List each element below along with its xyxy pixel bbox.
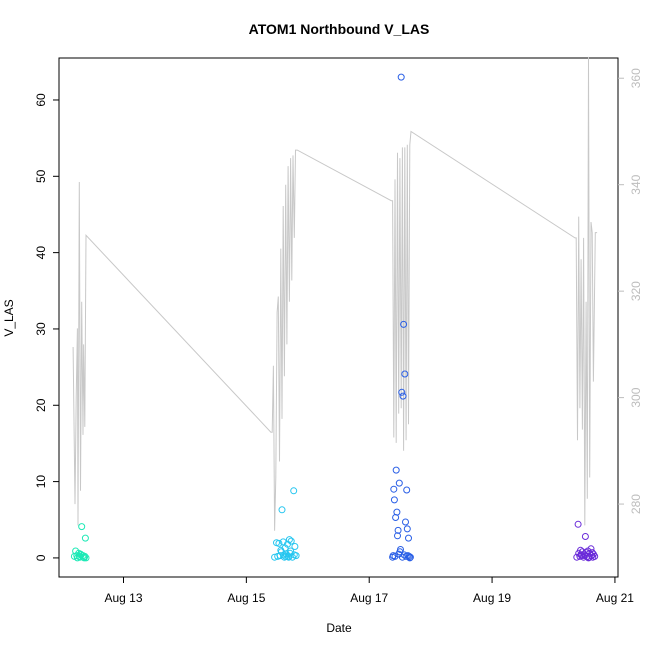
y2-tick-label: 280 <box>629 494 643 514</box>
data-point <box>78 523 86 531</box>
data-point <box>399 392 407 400</box>
left-y-axis: 0 10 20 30 40 50 60 <box>34 93 59 561</box>
data-point <box>394 532 401 540</box>
data-point <box>577 551 585 559</box>
data-point <box>585 554 592 562</box>
data-point <box>398 553 406 561</box>
data-point <box>397 546 404 553</box>
x-axis-label: Date <box>326 621 352 635</box>
data-point <box>581 552 589 560</box>
data-point <box>287 537 295 545</box>
data-point <box>405 534 412 542</box>
y-tick-label: 60 <box>34 93 48 107</box>
y-tick-label: 30 <box>34 322 48 336</box>
y2-tick-label: 340 <box>629 174 643 194</box>
data-point <box>403 525 411 533</box>
data-point <box>285 536 293 544</box>
x-tick-label: Aug 15 <box>227 591 265 605</box>
data-point <box>81 534 89 542</box>
right-axis-line-layer <box>72 56 598 531</box>
y2-tick-label: 300 <box>629 387 643 407</box>
data-point <box>286 549 294 557</box>
data-point <box>581 533 589 540</box>
data-point <box>275 539 283 547</box>
data-point <box>285 553 293 561</box>
data-point <box>397 73 405 81</box>
data-point <box>395 479 403 487</box>
data-point <box>401 370 409 378</box>
data-point <box>402 518 409 526</box>
data-point <box>291 543 299 550</box>
data-point <box>389 552 397 560</box>
y2-tick-label: 320 <box>629 281 643 301</box>
y-tick-label: 0 <box>34 554 48 561</box>
data-point <box>402 552 410 560</box>
data-point <box>394 526 402 534</box>
y-tick-label: 50 <box>34 169 48 183</box>
y-tick-label: 20 <box>34 398 48 412</box>
data-point <box>390 496 398 504</box>
data-point <box>393 508 401 516</box>
points-layer <box>70 73 599 562</box>
data-point <box>403 486 411 494</box>
series-line <box>72 56 598 531</box>
data-point <box>390 485 398 493</box>
data-point <box>574 520 582 528</box>
data-point <box>278 506 286 514</box>
data-point <box>406 554 414 562</box>
x-tick-label: Aug 17 <box>350 591 388 605</box>
chart-title: ATOM1 Northbound V_LAS <box>249 21 430 37</box>
data-point <box>398 388 406 396</box>
right-y-axis: 280 300 320 340 360 <box>618 68 643 514</box>
plot-frame <box>58 57 619 578</box>
y-tick-label: 10 <box>34 475 48 489</box>
y-axis-label: V_LAS <box>2 299 16 336</box>
data-point <box>80 554 88 562</box>
x-tick-label: Aug 19 <box>473 591 511 605</box>
data-point <box>290 487 298 495</box>
data-point <box>588 549 596 557</box>
y-tick-label: 40 <box>34 246 48 260</box>
x-tick-label: Aug 21 <box>596 591 634 605</box>
y2-tick-label: 360 <box>629 68 643 88</box>
x-axis: Aug 13 Aug 15 Aug 17 Aug 19 Aug 21 <box>104 577 634 605</box>
x-tick-label: Aug 13 <box>104 591 142 605</box>
data-point <box>400 320 408 328</box>
data-point <box>77 550 84 558</box>
data-point <box>392 466 400 474</box>
